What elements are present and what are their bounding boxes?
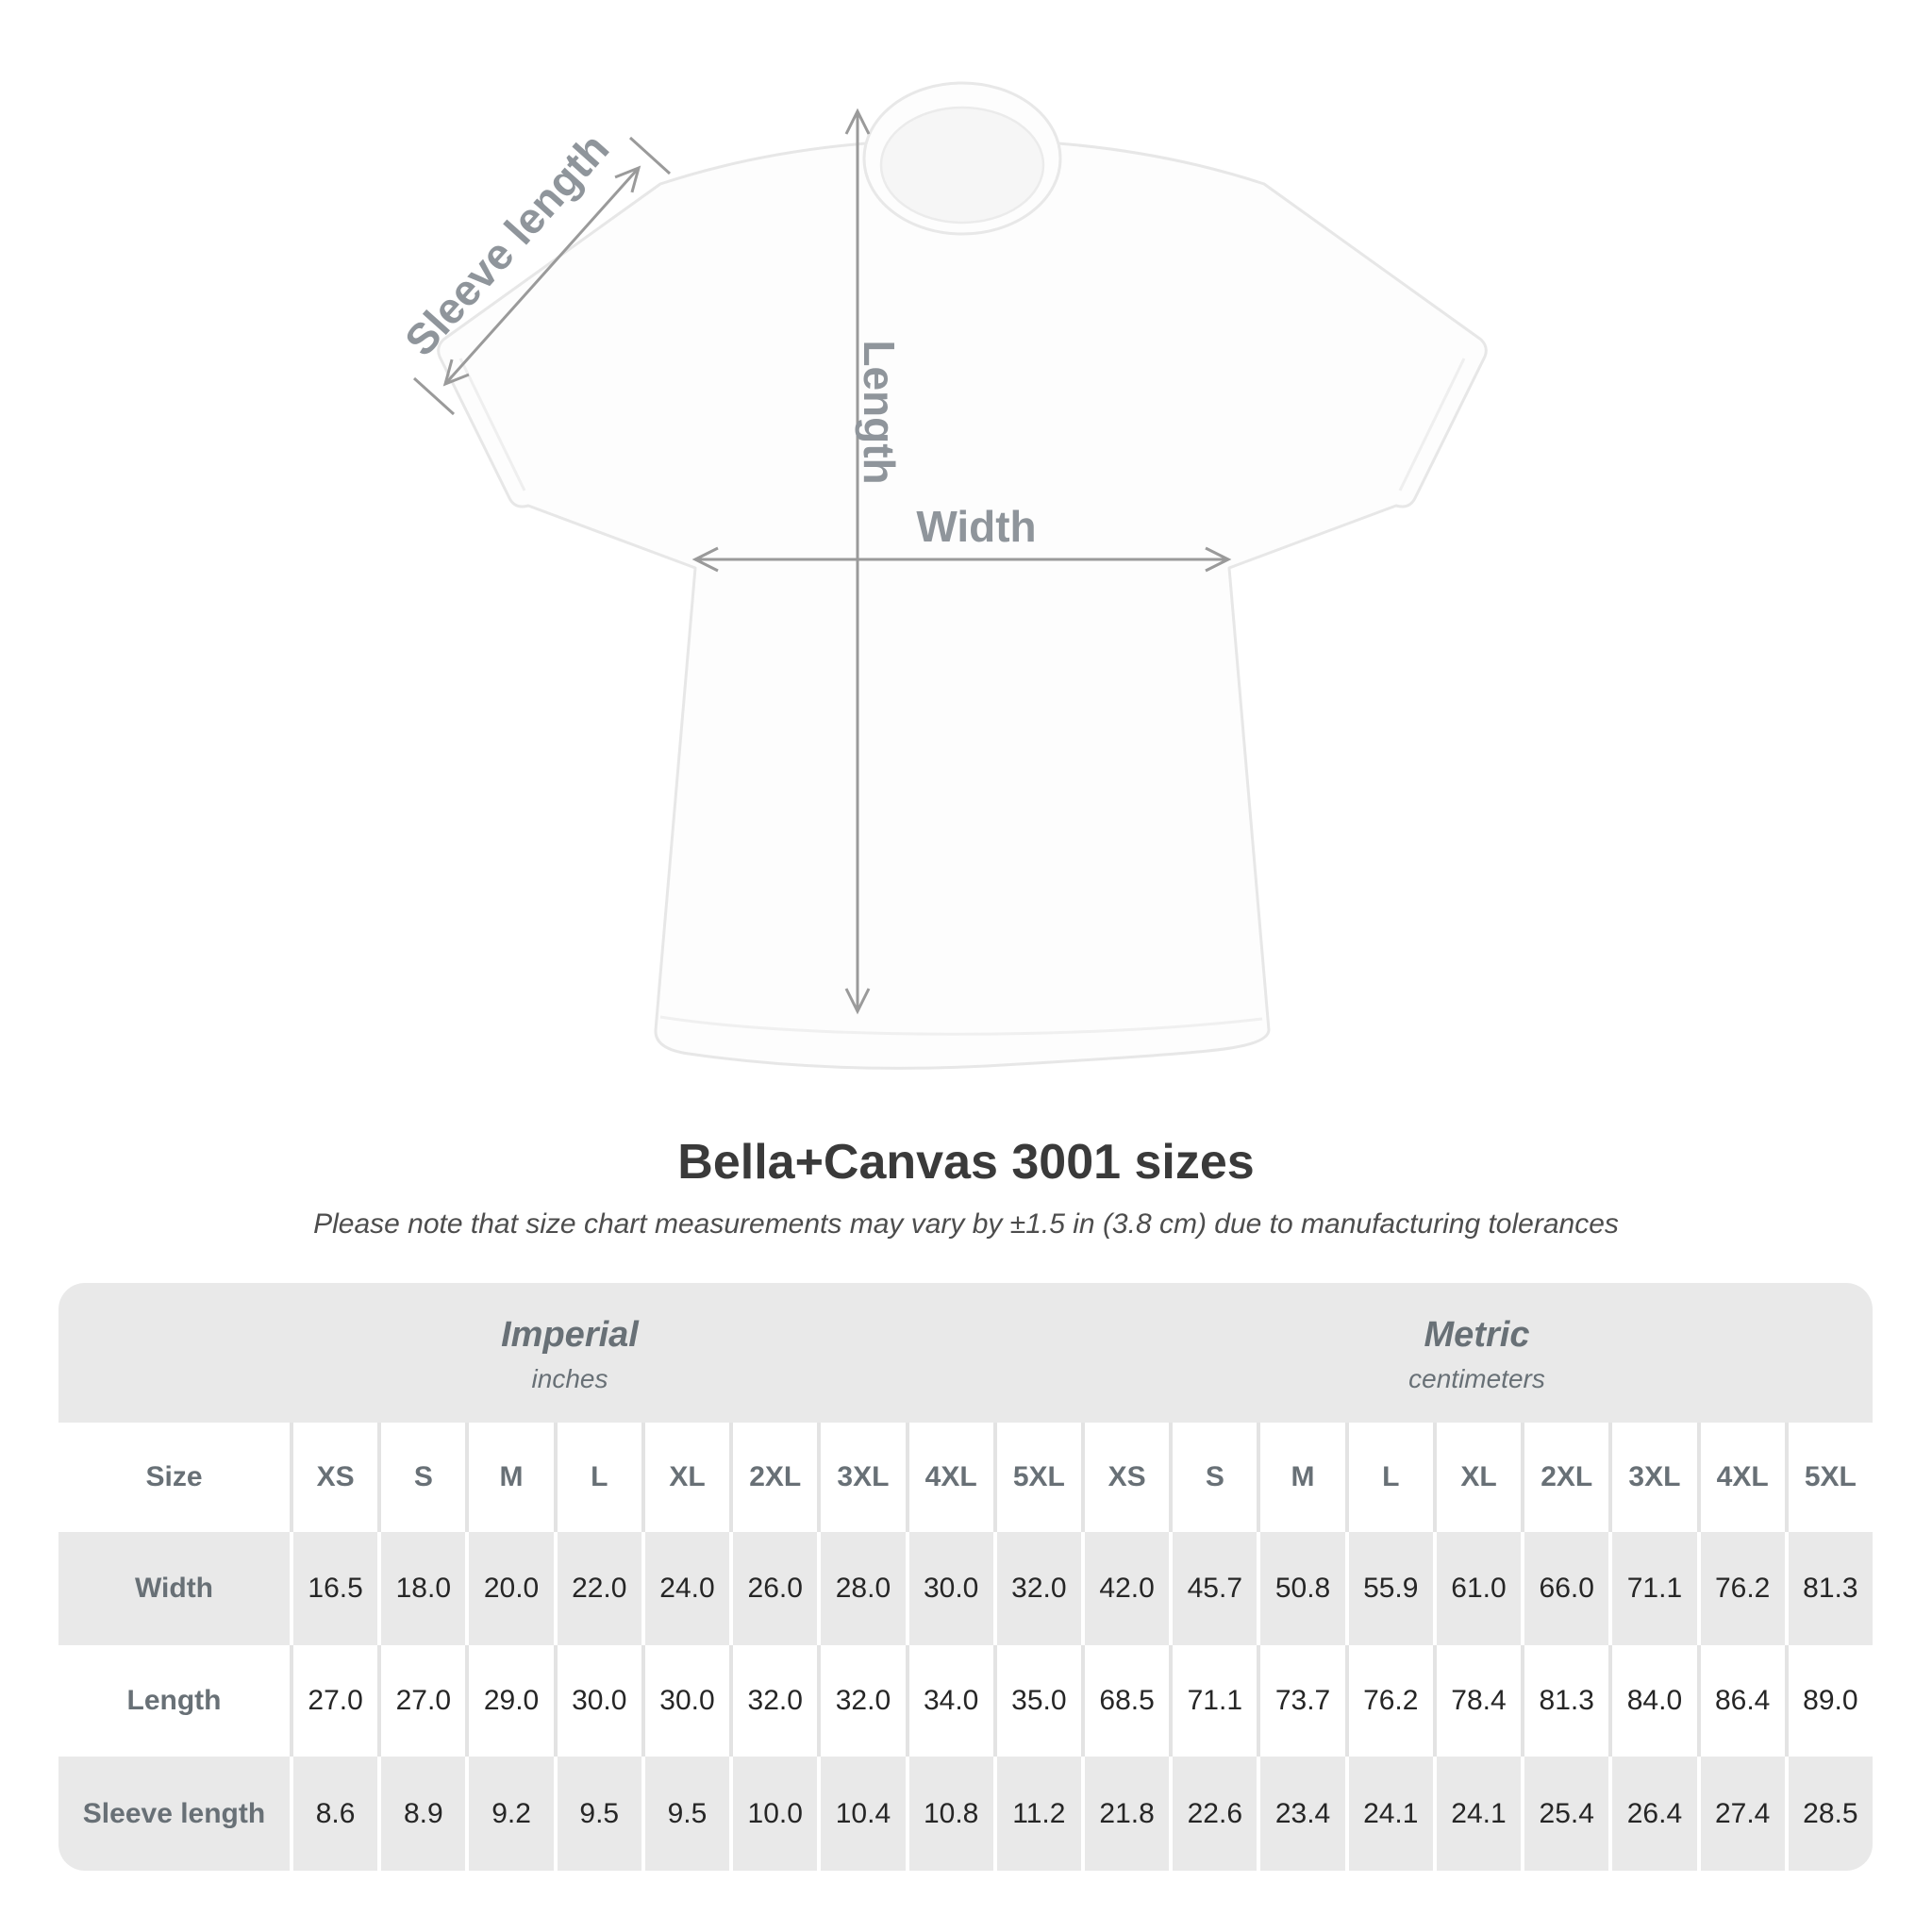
width-value-cell: 24.0 (641, 1532, 729, 1645)
length-dimension-label: Length (855, 340, 904, 484)
width-value-cell: 66.0 (1521, 1532, 1608, 1645)
sleeve-length-row: Sleeve length 8.6 8.9 9.2 9.5 9.5 10.0 10.4 10.… (58, 1757, 1873, 1871)
length-value-cell: 29.0 (465, 1645, 553, 1757)
length-value-cell: 81.3 (1521, 1645, 1608, 1757)
length-value-cell: 30.0 (553, 1645, 641, 1757)
width-value-cell: 22.0 (553, 1532, 641, 1645)
size-header-cell: XS (1080, 1423, 1169, 1532)
sleeve-length-value-cell: 28.5 (1784, 1757, 1873, 1871)
size-header-cell: XL (1432, 1423, 1521, 1532)
width-value-cell: 42.0 (1080, 1532, 1169, 1645)
length-value-cell: 76.2 (1344, 1645, 1433, 1757)
sleeve-length-arrow (412, 136, 672, 416)
tolerance-note: Please note that size chart measurements… (313, 1208, 1619, 1240)
collar-opening (879, 106, 1045, 225)
sleeve-length-value-cell: 9.5 (553, 1757, 641, 1871)
width-value-cell: 71.1 (1608, 1532, 1696, 1645)
width-value-cell: 61.0 (1432, 1532, 1521, 1645)
size-header-cell: XL (641, 1423, 729, 1532)
width-value-cell: 55.9 (1344, 1532, 1433, 1645)
width-value-cell: 16.5 (290, 1532, 377, 1645)
sleeve-length-value-cell: 11.2 (992, 1757, 1081, 1871)
hem-seam (659, 1015, 1263, 1036)
metric-unit-name: Metric (1424, 1315, 1530, 1355)
size-header-cell: XS (290, 1423, 377, 1532)
imperial-unit-name: Imperial (501, 1315, 639, 1355)
width-value-cell: 45.7 (1169, 1532, 1257, 1645)
sleeve-length-value-cell: 22.6 (1169, 1757, 1257, 1871)
size-table: Imperial inches Metric centimeters Size … (58, 1283, 1873, 1871)
width-value-cell: 18.0 (377, 1532, 465, 1645)
length-value-cell: 89.0 (1784, 1645, 1873, 1757)
width-row: Width 16.5 18.0 20.0 22.0 24.0 26.0 28.0 30.0 32… (58, 1532, 1873, 1645)
size-column-header: Size (145, 1461, 203, 1492)
length-value-cell: 71.1 (1169, 1645, 1257, 1757)
size-header-cell: M (465, 1423, 553, 1532)
page-title: Bella+Canvas 3001 sizes (677, 1135, 1255, 1190)
metric-unit-header: Metric centimeters (1081, 1283, 1873, 1423)
size-header-cell: 2XL (1521, 1423, 1608, 1532)
size-header-cell: L (553, 1423, 641, 1532)
sleeve-length-value-cell: 9.2 (465, 1757, 553, 1871)
length-row-label: Length (126, 1685, 222, 1716)
sleeve-length-value-cell: 10.4 (817, 1757, 905, 1871)
tshirt-outline (437, 81, 1488, 1070)
unit-header-band: Imperial inches Metric centimeters (58, 1283, 1873, 1423)
sleeve-length-value-cell: 24.1 (1344, 1757, 1433, 1871)
sleeve-length-value-cell: 8.9 (377, 1757, 465, 1871)
sleeve-length-value-cell: 21.8 (1080, 1757, 1169, 1871)
size-header-cell: 5XL (1784, 1423, 1873, 1532)
length-value-cell: 30.0 (641, 1645, 729, 1757)
size-header-row: Size XS S M L XL 2XL 3XL 4XL 5XL XS S M L XL 2XL 3XL 4X… (58, 1423, 1873, 1532)
length-row: Length 27.0 27.0 29.0 30.0 30.0 32.0 32.0 34.0 3… (58, 1645, 1873, 1757)
sleeve-length-value-cell: 8.6 (290, 1757, 377, 1871)
length-value-cell: 78.4 (1432, 1645, 1521, 1757)
width-value-cell: 32.0 (992, 1532, 1081, 1645)
right-cuff-seam (1398, 358, 1466, 491)
size-header-cell: 4XL (1696, 1423, 1785, 1532)
width-value-cell: 81.3 (1784, 1532, 1873, 1645)
width-value-cell: 26.0 (729, 1532, 817, 1645)
size-header-cell: 3XL (1608, 1423, 1696, 1532)
sleeve-length-value-cell: 9.5 (641, 1757, 729, 1871)
size-header-cell: M (1257, 1423, 1344, 1532)
width-value-cell: 28.0 (817, 1532, 905, 1645)
size-header-cell: 2XL (729, 1423, 817, 1532)
length-value-cell: 32.0 (817, 1645, 905, 1757)
sleeve-length-value-cell: 10.8 (905, 1757, 993, 1871)
size-header-cell: 5XL (992, 1423, 1081, 1532)
length-value-cell: 34.0 (905, 1645, 993, 1757)
size-header-cell: 3XL (817, 1423, 905, 1532)
imperial-unit-sub: inches (531, 1364, 608, 1393)
sleeve-length-value-cell: 25.4 (1521, 1757, 1608, 1871)
sleeve-length-value-cell: 24.1 (1432, 1757, 1521, 1871)
metric-unit-sub: centimeters (1408, 1364, 1545, 1393)
length-value-cell: 27.0 (377, 1645, 465, 1757)
width-value-cell: 30.0 (905, 1532, 993, 1645)
length-value-cell: 86.4 (1696, 1645, 1785, 1757)
imperial-unit-header: Imperial inches (58, 1283, 1081, 1423)
width-value-cell: 76.2 (1696, 1532, 1785, 1645)
length-value-cell: 73.7 (1257, 1645, 1344, 1757)
length-value-cell: 32.0 (729, 1645, 817, 1757)
size-header-cell: S (377, 1423, 465, 1532)
width-value-cell: 20.0 (465, 1532, 553, 1645)
length-value-cell: 68.5 (1080, 1645, 1169, 1757)
width-dimension-label: Width (916, 502, 1036, 551)
length-value-cell: 35.0 (992, 1645, 1081, 1757)
sleeve-length-value-cell: 27.4 (1696, 1757, 1785, 1871)
size-header-cell: L (1344, 1423, 1433, 1532)
width-value-cell: 50.8 (1257, 1532, 1344, 1645)
sleeve-length-row-label: Sleeve length (82, 1797, 266, 1829)
sleeve-length-value-cell: 10.0 (729, 1757, 817, 1871)
sleeve-length-value-cell: 26.4 (1608, 1757, 1696, 1871)
size-header-cell: S (1169, 1423, 1257, 1532)
width-row-label: Width (134, 1573, 214, 1604)
size-header-cell: 4XL (905, 1423, 993, 1532)
sleeve-length-value-cell: 23.4 (1257, 1757, 1344, 1871)
length-value-cell: 84.0 (1608, 1645, 1696, 1757)
tshirt-measurement-diagram: Width Length Sleeve length (395, 81, 1488, 1070)
length-value-cell: 27.0 (290, 1645, 377, 1757)
